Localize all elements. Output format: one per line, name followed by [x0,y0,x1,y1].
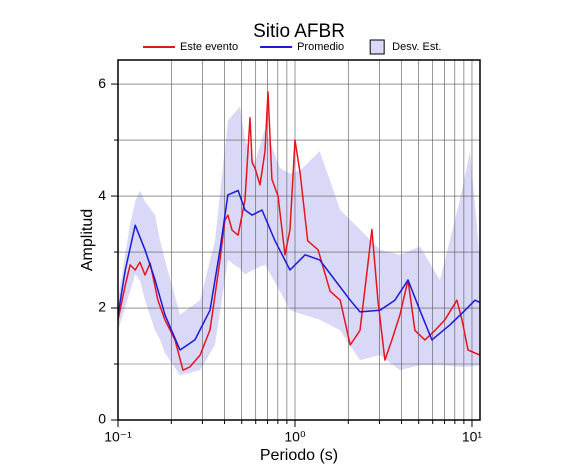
x-axis-label: Periodo (s) [260,447,338,464]
plot-frame [117,59,481,421]
x-tick-label: 10⁰ [284,429,306,445]
chart-title: Sitio AFBR [253,21,345,42]
y-tick-label: 6 [98,75,106,91]
series-line [117,189,481,351]
y-tick-label: 2 [98,299,106,315]
legend-label: Este evento [180,41,238,53]
legend-label: Promedio [297,41,344,53]
y-axis-label: Amplitud [79,209,96,271]
series-line [117,91,481,371]
legend-label: Desv. Est. [392,41,441,53]
x-tick-label: 10¹ [462,429,483,445]
x-tick-label: 10⁻¹ [104,429,132,445]
y-tick-label: 4 [98,187,106,203]
y-tick-label: 0 [98,411,106,427]
legend-swatch [369,39,385,55]
